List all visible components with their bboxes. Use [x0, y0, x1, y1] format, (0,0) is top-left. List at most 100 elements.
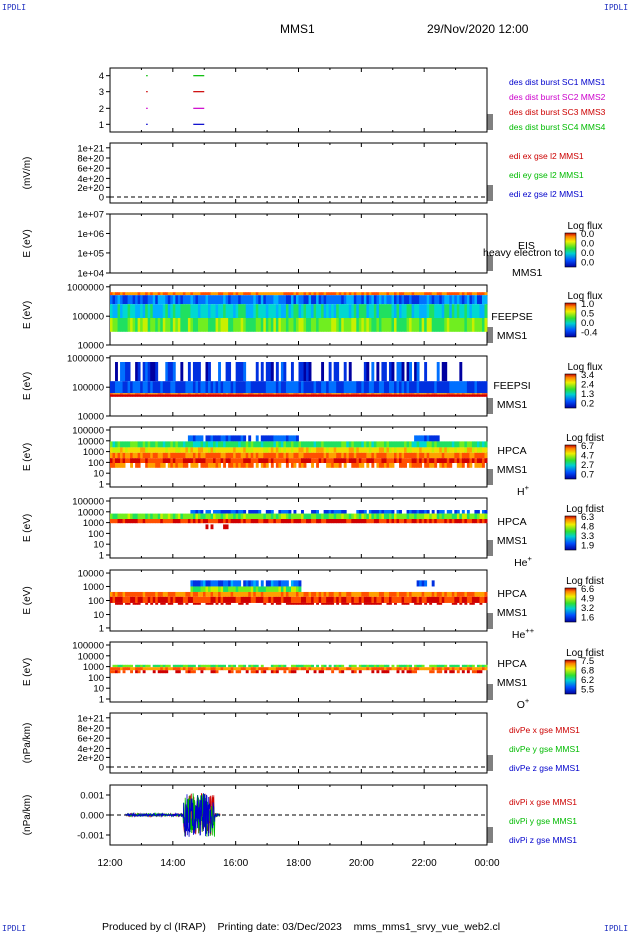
spectrogram-cell — [170, 362, 174, 382]
spectrogram-cell — [416, 519, 420, 524]
spectrogram-cell — [321, 393, 325, 395]
spectrogram-cell — [278, 441, 282, 448]
y-tick-label: 10 — [93, 684, 104, 695]
spectrogram-cell — [399, 596, 402, 603]
spectrogram-cell — [456, 664, 460, 668]
spectrogram-cell — [210, 452, 214, 459]
spectrogram-cell — [409, 667, 412, 671]
spectrogram-cell — [155, 519, 159, 524]
spectrogram-cell — [275, 292, 279, 296]
spectrogram-cell — [406, 292, 410, 296]
spectrogram-cell — [218, 452, 221, 459]
spectrogram-cell — [396, 452, 400, 459]
spectrogram-cell — [484, 295, 488, 305]
spectrogram-cell — [268, 394, 272, 397]
spectrogram-cell — [466, 292, 470, 296]
spectrogram-cell — [331, 513, 335, 519]
spectrogram-cell — [243, 510, 247, 514]
spectrogram-cell — [456, 318, 460, 332]
spectrogram-cell — [303, 519, 307, 524]
spectrogram-cell — [228, 435, 232, 442]
spectrogram-cell — [454, 458, 458, 463]
spectrogram-cell — [451, 519, 455, 524]
spectrogram-cell — [125, 441, 128, 448]
spectrogram-cell — [431, 435, 435, 442]
spectrogram-cell — [165, 304, 169, 318]
spectrogram-cell — [230, 452, 234, 459]
y-tick-label: 10 — [93, 540, 104, 551]
spectrogram-cell — [117, 591, 121, 597]
spectrogram-cell — [434, 304, 438, 318]
spectrogram-cell — [311, 458, 314, 463]
y-axis-label: E (eV) — [22, 301, 33, 329]
spectrogram-cell — [416, 458, 420, 463]
spectrogram-cell — [361, 447, 365, 453]
spectrogram-cell — [378, 513, 382, 519]
spectrogram-cell — [353, 393, 357, 395]
spectrogram-cell — [280, 447, 284, 453]
spectrogram-cell — [353, 463, 357, 468]
spectrogram-cell — [321, 670, 325, 674]
spectrogram-cell — [202, 664, 206, 668]
spectrogram-cell — [125, 596, 128, 603]
spectrogram-cell — [185, 441, 189, 448]
spectrogram-cell — [155, 463, 159, 468]
spectrogram-cell — [273, 667, 277, 671]
spectrogram-cell — [406, 295, 410, 305]
spectrogram-cell — [230, 519, 234, 524]
spectrogram-cell — [471, 441, 475, 448]
spectrogram-cell — [223, 586, 227, 592]
spectrogram-cell — [215, 452, 219, 459]
spectrogram-cell — [210, 435, 214, 442]
spectrogram-cell — [373, 519, 377, 524]
spectrogram-cell — [469, 664, 473, 668]
spectrogram-cell — [371, 318, 375, 332]
spectrogram-cell — [205, 602, 209, 605]
spectrogram-cell — [293, 318, 297, 332]
spectrogram-cell — [378, 292, 382, 296]
spectrogram-cell — [441, 667, 445, 671]
spectrogram-cell — [152, 447, 156, 453]
spectrogram-cell — [288, 513, 292, 519]
spectrogram-cell — [333, 513, 337, 519]
spectrogram-cell — [142, 664, 146, 668]
spectrogram-cell — [466, 591, 470, 597]
spectrogram-cell — [228, 295, 232, 305]
spectrogram-cell — [308, 441, 312, 448]
spectrogram-cell — [263, 393, 267, 395]
spectrogram-cell — [155, 667, 159, 671]
spectrogram-cell — [459, 318, 463, 332]
spectrogram-cell — [218, 513, 221, 519]
spectrogram-cell — [228, 458, 232, 463]
panel-frame-hpca_he — [109, 497, 488, 559]
spectrogram-cell — [205, 458, 209, 463]
y-tick-label: 1e+21 — [77, 713, 104, 724]
spectrogram-cell — [424, 381, 428, 394]
spectrogram-cell — [351, 513, 355, 519]
spectrogram-cell — [147, 452, 151, 459]
spectrogram-cell — [135, 519, 139, 524]
spectrogram-cell — [130, 381, 134, 394]
spectrogram-cell — [441, 394, 445, 397]
spectrogram-cell — [358, 441, 362, 448]
colorbar-tick-label: 0.2 — [581, 399, 594, 410]
y-tick-label: 10000 — [78, 341, 104, 352]
spectrogram-cell — [386, 519, 390, 524]
spectrogram-cell — [197, 441, 201, 448]
spectrogram-cell — [255, 510, 259, 514]
spectrogram-cell — [142, 295, 146, 305]
spectrogram-cell — [160, 295, 164, 305]
spectrogram-cell — [421, 513, 425, 519]
spectrogram-cell — [406, 596, 410, 603]
spectrogram-cell — [280, 667, 284, 671]
spectrogram-cell — [441, 513, 445, 519]
spectrogram-cell — [162, 393, 166, 395]
spectrogram-cell — [120, 513, 123, 519]
spectrogram-cell — [376, 318, 380, 332]
spectrogram-cell — [135, 362, 139, 382]
spectrogram-cell — [187, 435, 191, 442]
spectrogram-cell — [333, 394, 337, 397]
spectrogram-cell — [167, 458, 171, 463]
spectrogram-cell — [301, 463, 304, 468]
spectrogram-cell — [112, 513, 116, 519]
